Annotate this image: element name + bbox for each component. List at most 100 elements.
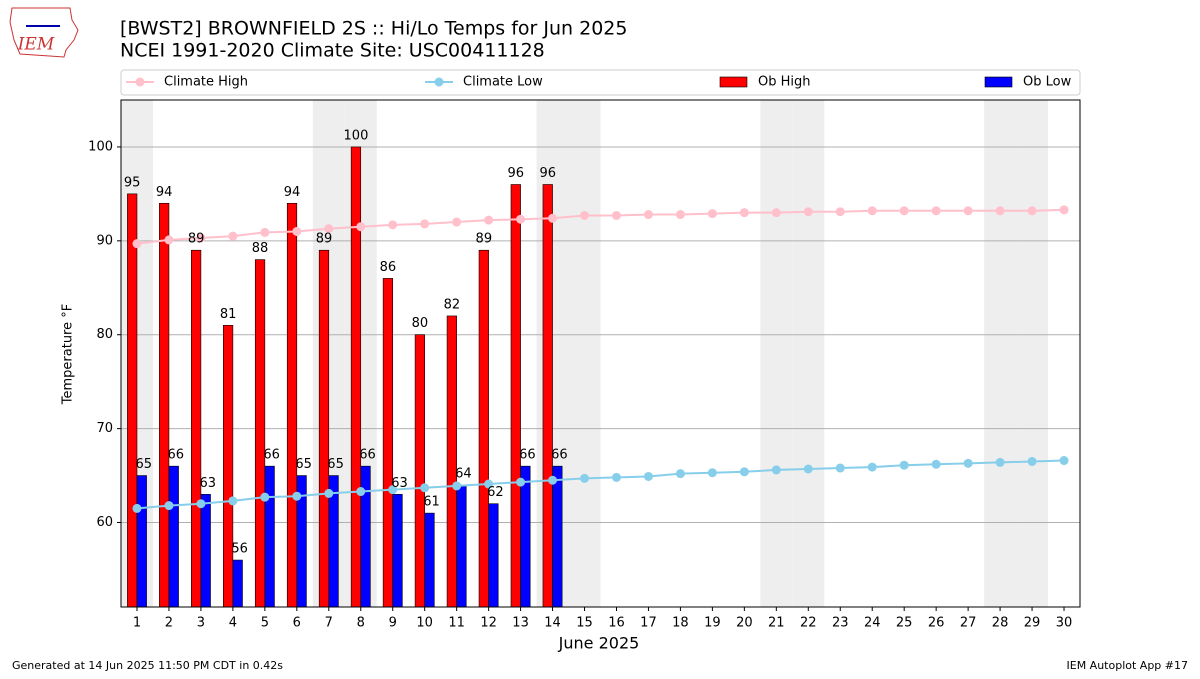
climate-line: [136, 208, 1065, 245]
climate-point: [803, 464, 813, 474]
climate-point: [899, 206, 909, 216]
value-label: 81: [220, 307, 237, 322]
value-label: 66: [519, 448, 536, 463]
x-tick-label: 27: [960, 616, 977, 631]
bar: [264, 465, 275, 608]
x-tick-label: 18: [672, 616, 689, 631]
y-tick-label: 70: [96, 421, 113, 436]
bar: [510, 184, 521, 608]
climate-point: [899, 460, 909, 470]
weekend-shade: [568, 100, 601, 607]
climate-point: [548, 475, 558, 485]
chart-title: [BWST2] BROWNFIELD 2S :: Hi/Lo Temps for…: [120, 18, 627, 40]
x-tick-label: 26: [928, 616, 945, 631]
climate-point: [420, 483, 430, 493]
value-label: 62: [487, 485, 504, 500]
climate-point: [739, 208, 749, 218]
legend-label: Climate High: [164, 75, 248, 90]
value-label: 94: [284, 185, 301, 200]
climate-point: [484, 215, 494, 225]
climate-point: [611, 472, 621, 482]
climate-point: [739, 467, 749, 477]
climate-point: [260, 227, 270, 237]
x-tick-label: 13: [512, 616, 529, 631]
bar: [392, 494, 403, 608]
climate-point: [132, 239, 142, 249]
climate-point: [867, 206, 877, 216]
x-tick-label: 7: [325, 616, 333, 631]
legend-label: Ob Low: [1023, 75, 1072, 90]
climate-point: [580, 473, 590, 483]
climate-point: [995, 206, 1005, 216]
x-tick-label: 8: [357, 616, 365, 631]
value-label: 56: [231, 542, 248, 557]
x-tick-label: 28: [992, 616, 1009, 631]
climate-point: [867, 462, 877, 472]
value-label: 66: [551, 448, 568, 463]
bar: [520, 465, 531, 608]
value-label: 88: [252, 241, 269, 256]
bar: [254, 259, 266, 608]
x-tick-label: 22: [800, 616, 817, 631]
bar: [542, 184, 553, 608]
value-label: 89: [188, 232, 205, 247]
climate-point: [1059, 456, 1069, 466]
climate-point: [931, 206, 941, 216]
y-axis-label: Temperature °F: [61, 304, 76, 405]
climate-point: [420, 219, 430, 229]
climate-point: [388, 485, 398, 495]
weekend-shade: [1016, 100, 1049, 607]
climate-point: [1027, 206, 1037, 216]
logo-text: IEM: [17, 35, 55, 55]
bar: [191, 249, 202, 608]
climate-point: [484, 479, 494, 489]
bar: [456, 484, 467, 608]
climate-point: [643, 471, 653, 481]
value-label: 100: [344, 128, 369, 143]
climate-point: [452, 481, 462, 491]
value-label: 63: [199, 476, 216, 491]
climate-point: [164, 501, 174, 511]
climate-point: [292, 226, 302, 236]
climate-point: [196, 233, 206, 243]
x-tick-label: 2: [165, 616, 173, 631]
climate-point: [963, 206, 973, 216]
x-tick-label: 17: [640, 616, 657, 631]
x-tick-label: 12: [480, 616, 497, 631]
climate-point: [707, 209, 717, 219]
legend-marker: [135, 77, 145, 87]
chart-subtitle: NCEI 1991-2020 Climate Site: USC00411128: [120, 40, 545, 62]
x-tick-label: 5: [261, 616, 269, 631]
legend-box: [120, 69, 1081, 96]
bar: [232, 559, 243, 608]
climate-point: [643, 210, 653, 220]
x-tick-label: 15: [576, 616, 593, 631]
climate-point: [675, 210, 685, 220]
value-label: 94: [156, 185, 173, 200]
climate-point: [611, 210, 621, 220]
x-tick-label: 16: [608, 616, 625, 631]
bar: [318, 249, 330, 608]
climate-point: [228, 231, 238, 241]
bar: [414, 334, 425, 608]
value-label: 96: [508, 166, 525, 181]
logo: IEM: [9, 7, 79, 58]
legend-swatch: [984, 76, 1013, 88]
bar: [136, 475, 147, 608]
bar: [200, 494, 211, 608]
climate-point: [164, 235, 174, 245]
logo-outline: [9, 7, 79, 58]
climate-point: [803, 207, 813, 217]
x-tick-label: 10: [416, 616, 433, 631]
climate-point: [516, 477, 526, 487]
value-label: 66: [263, 448, 280, 463]
legend-swatch: [719, 76, 748, 88]
bar: [222, 325, 234, 608]
weekend-shade: [760, 100, 793, 607]
x-tick-label: 23: [832, 616, 849, 631]
legend-marker: [434, 77, 444, 87]
x-tick-label: 1: [133, 616, 141, 631]
plot-frame: [120, 99, 1081, 608]
legend-label: Climate Low: [463, 75, 543, 90]
